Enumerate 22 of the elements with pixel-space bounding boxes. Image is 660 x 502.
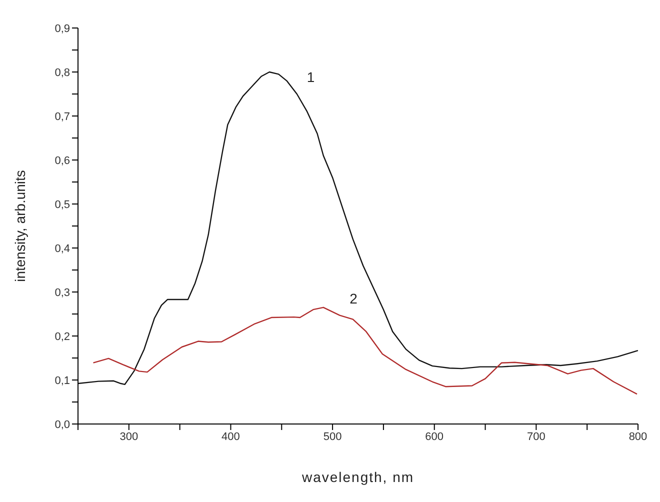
y-tick-label: 0,1 [54,374,70,387]
y-tick-label: 0,5 [54,198,70,211]
y-tick-label: 0,7 [54,110,70,123]
line-series [78,71,638,385]
x-tick-label: 600 [425,430,444,443]
y-tick-label: 0,9 [54,22,70,35]
x-tick-label: 400 [222,430,240,443]
x-tick-label: 800 [628,430,648,443]
line-series [92,306,638,395]
y-tick-label: 0,4 [54,242,70,255]
y-tick-label: 0,3 [54,286,70,299]
series-label: 2 [350,290,358,306]
x-axis-title: wavelength, nm [300,468,414,485]
y-axis-title: intensity, arb.units [12,170,28,282]
x-tick-label: 300 [120,430,138,443]
y-tick-label: 0,8 [54,66,70,79]
y-tick-label: 0,6 [54,154,70,167]
x-tick-label: 500 [323,430,342,443]
x-tick-label: 700 [527,430,546,443]
y-tick-label: 0,0 [54,418,70,431]
series-label: 1 [306,69,315,85]
y-tick-label: 0,2 [54,330,70,343]
